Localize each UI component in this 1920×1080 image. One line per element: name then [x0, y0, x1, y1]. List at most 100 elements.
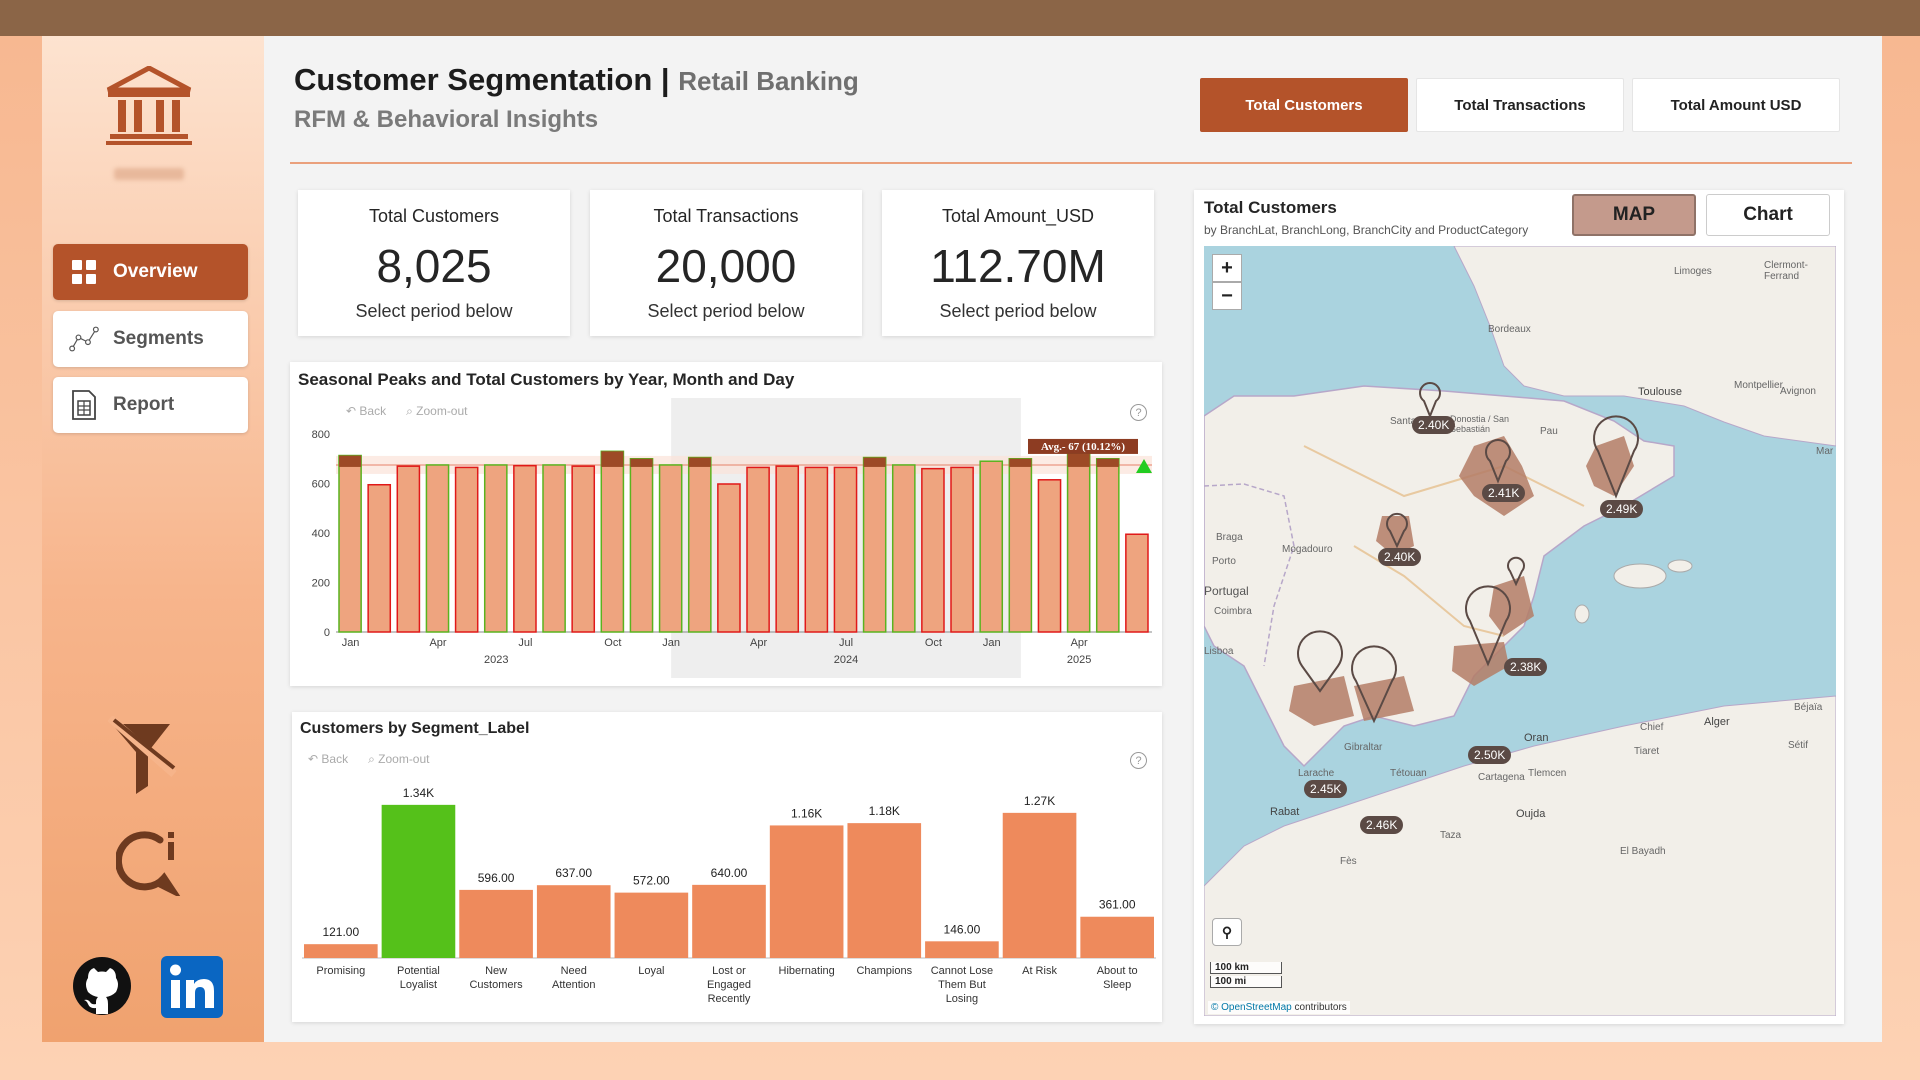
chart-title: Seasonal Peaks and Total Customers by Ye…	[298, 370, 795, 389]
kpi-title: Total Customers	[368, 206, 500, 226]
place-label: Lisboa	[1204, 646, 1234, 657]
zoom-out-button[interactable]: ⌕ Zoom-out	[406, 404, 468, 418]
reset-chat-icon[interactable]	[114, 826, 183, 901]
seasonal-bar	[338, 454, 362, 633]
segment-category-label: Hibernating	[779, 965, 835, 977]
chart-toolbar: ↶ Back ⌕ Zoom-out	[308, 752, 430, 767]
seasonal-bar	[833, 466, 858, 633]
x-tick-label: Oct	[925, 637, 942, 649]
seasonal-peak-cap	[1009, 458, 1032, 467]
help-icon[interactable]: ?	[1130, 404, 1147, 421]
segment-data-label: 1.34K	[403, 786, 434, 800]
segment-bar	[692, 884, 766, 958]
category-label-line: Attention	[552, 979, 595, 991]
map-pin-label[interactable]: 2.50K	[1468, 746, 1512, 764]
segment-category-label: Loyal	[638, 965, 664, 977]
map-pin-label[interactable]: 2.38K	[1504, 658, 1548, 676]
chart-title: Customers by Segment_Label	[300, 720, 530, 737]
place-label: Rabat	[1270, 806, 1300, 818]
seasonal-peak-cap	[1067, 453, 1090, 467]
tab-total-amount-usd[interactable]: Total Amount USD	[1632, 78, 1840, 132]
category-label-line: Sleep	[1103, 979, 1131, 991]
map-pin-label[interactable]: 2.49K	[1600, 500, 1644, 518]
category-label-line: Losing	[946, 993, 978, 1005]
tab-total-transactions[interactable]: Total Transactions	[1416, 78, 1624, 132]
avg-marker-icon	[1136, 458, 1152, 473]
y-tick-label: 0	[324, 627, 330, 639]
segment-bar	[847, 823, 922, 958]
help-icon[interactable]: ?	[1130, 752, 1147, 769]
search-icon[interactable]: ⚲	[1212, 918, 1242, 946]
seasonal-bar	[513, 464, 537, 633]
seasonal-bar	[1066, 453, 1091, 633]
place-label: Mar	[1816, 446, 1834, 457]
seasonal-bar	[1008, 458, 1033, 633]
avg-label: Avg.- 67 (10.12%)	[1041, 441, 1125, 453]
nav-overview[interactable]: Overview	[53, 244, 248, 300]
place-label: Limoges	[1674, 266, 1712, 277]
place-label: Sétif	[1788, 740, 1809, 751]
page-title: Customer Segmentation | Retail Banking	[294, 62, 859, 98]
seasonal-bar	[862, 456, 887, 633]
nav-report[interactable]: Report	[53, 377, 248, 433]
back-button[interactable]: ↶ Back	[308, 752, 349, 766]
kpi-title: Total Transactions	[653, 206, 799, 226]
category-label-line: Recently	[708, 993, 751, 1005]
x-tick-label: Apr	[750, 637, 767, 649]
seasonal-bar-chart: 0 200 400 600 800 Avg.- 67 (10.12%) Jan Apr Jul O…	[312, 398, 1152, 678]
category-label-line: New	[485, 965, 507, 977]
filter-clear-icon[interactable]	[107, 714, 178, 801]
map-card: Total Customers by BranchLat, BranchLong…	[1194, 190, 1844, 1024]
zoom-out-button[interactable]: ⌕ Zoom-out	[368, 752, 430, 766]
category-label-line: Potential	[397, 965, 440, 977]
seasonal-bar	[921, 467, 945, 633]
x-tick-label: Apr	[1071, 637, 1088, 649]
map-canvas[interactable]: Bordeaux Toulouse Montpellier Limoges Cl…	[1204, 246, 1836, 1016]
attribution-text: contributors	[1291, 1002, 1347, 1013]
seasonal-bar	[717, 483, 741, 633]
place-label: Cartagena	[1478, 772, 1525, 783]
y-tick-label: 600	[312, 479, 330, 491]
map-pin-label[interactable]: 2.46K	[1360, 816, 1404, 834]
category-label-line: Loyalist	[400, 979, 437, 991]
place-label: Donostia / San Sebastián	[1450, 414, 1510, 434]
seasonal-bar	[629, 458, 654, 633]
map-pin-label[interactable]: 2.41K	[1482, 484, 1526, 502]
map-attribution: © OpenStreetMap contributors	[1208, 1001, 1350, 1014]
back-label: Back	[359, 404, 387, 418]
back-button[interactable]: ↶ Back	[346, 404, 387, 418]
place-label: Braga	[1216, 532, 1243, 543]
map-title: Total Customers	[1204, 198, 1337, 217]
logo-caption-blur	[114, 168, 184, 180]
osm-link[interactable]: © OpenStreetMap	[1211, 1002, 1292, 1013]
seasonal-bar	[687, 456, 712, 633]
page-subtitle: RFM & Behavioral Insights	[294, 106, 599, 133]
seasonal-peak-cap	[601, 451, 624, 467]
place-label: Tiaret	[1634, 746, 1660, 757]
map-pin-label[interactable]: 2.40K	[1412, 416, 1456, 434]
y-tick-label: 800	[312, 429, 330, 441]
segment-chart-card: Customers by Segment_Label ↶ Back ⌕ Zoom…	[292, 712, 1162, 1022]
linkedin-icon[interactable]	[161, 956, 223, 1023]
category-label-line: Champions	[856, 965, 912, 977]
place-label: Pau	[1540, 426, 1558, 437]
chart-view-button[interactable]: Chart	[1706, 194, 1830, 236]
map-pin-label[interactable]: 2.40K	[1378, 548, 1422, 566]
category-label-line: Cannot Lose	[931, 965, 993, 977]
place-label: Alger	[1704, 716, 1730, 728]
github-icon[interactable]	[72, 956, 132, 1021]
place-label: Portugal	[1204, 584, 1249, 598]
zoom-in-button[interactable]: +	[1212, 254, 1242, 282]
seasonal-peak-cap	[630, 458, 653, 467]
map-pin-label[interactable]: 2.45K	[1304, 780, 1348, 798]
x-tick-label: Jul	[839, 637, 853, 649]
map-view-button[interactable]: MAP	[1572, 194, 1696, 236]
nav-segments[interactable]: Segments	[53, 311, 248, 367]
category-label-line: Customers	[469, 979, 523, 991]
tab-total-customers[interactable]: Total Customers	[1200, 78, 1408, 132]
zoom-out-label: Zoom-out	[416, 404, 468, 418]
category-label-line: Need	[561, 965, 587, 977]
zoom-out-label: Zoom-out	[378, 752, 430, 766]
zoom-out-map-button[interactable]: −	[1212, 282, 1242, 310]
place-label: Chief	[1640, 722, 1664, 733]
